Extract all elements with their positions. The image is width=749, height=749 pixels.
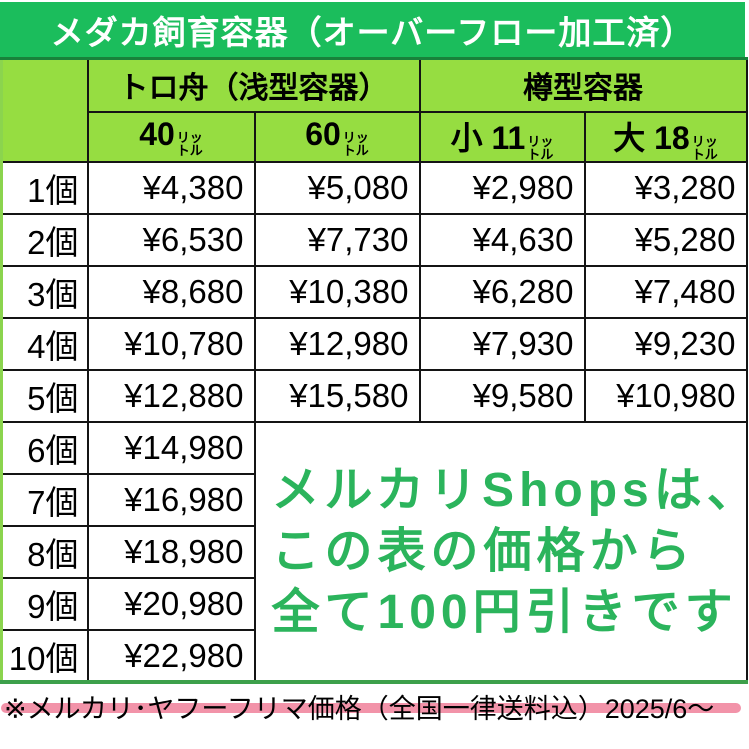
corner-cell [0, 57, 89, 163]
price-cell: ¥4,380 [86, 161, 256, 215]
price-cell: ¥5,280 [583, 213, 748, 267]
table-row-5: 5個 ¥12,880 ¥15,580 ¥9,580 ¥10,980 [0, 369, 748, 423]
price-cell: ¥2,980 [418, 161, 586, 215]
promo-line-1: メルカリShopsは、 [271, 464, 749, 517]
table-row-3: 3個 ¥8,680 ¥10,380 ¥6,280 ¥7,480 [0, 265, 748, 319]
quantity-cell: 10個 [0, 629, 89, 683]
quantity-cell: 6個 [0, 421, 89, 475]
table-row-6: 6個 ¥14,980 メルカリShopsは、 この表の価格から 全て100円引き… [0, 421, 749, 683]
price-cell: ¥9,580 [418, 369, 586, 423]
liter-unit: リッ トル [691, 133, 718, 162]
size-label: 40 [139, 116, 175, 152]
liter-unit: リッ トル [176, 130, 203, 159]
group-header-toro-bune: トロ舟（浅型容器） [86, 57, 421, 113]
liter-unit: リッ トル [527, 133, 554, 162]
quantity-cell: 5個 [0, 369, 89, 423]
price-cell: ¥4,630 [418, 213, 586, 267]
quantity-cell: 1個 [0, 161, 89, 215]
title-bar: メダカ飼育容器（オーバーフロー加工済） [0, 2, 745, 57]
table-row-10: 10個 ¥22,980 [0, 629, 747, 683]
promo-cell: メルカリShopsは、 この表の価格から 全て100円引きです [253, 421, 749, 683]
quantity-cell: 8個 [0, 525, 89, 579]
price-cell: ¥20,980 [86, 577, 256, 631]
price-cell: ¥14,980 [86, 421, 256, 475]
price-cell: ¥6,280 [418, 265, 586, 319]
price-cell: ¥12,880 [86, 369, 256, 423]
quantity-cell: 4個 [0, 317, 89, 371]
size-header-large-18l: 大 18 リッ トル [583, 110, 748, 163]
price-cell: ¥12,980 [253, 317, 421, 371]
size-label: 小 11 [450, 119, 526, 156]
group-header-row: トロ舟（浅型容器） 樽型容器 [0, 57, 748, 163]
size-label: 大 18 [613, 119, 690, 156]
table-row-7: 7個 ¥16,980 [0, 473, 747, 527]
quantity-cell: 9個 [0, 577, 89, 631]
quantity-cell: 3個 [0, 265, 89, 319]
table-row-4: 4個 ¥10,780 ¥12,980 ¥7,930 ¥9,230 [0, 317, 748, 371]
table-row-2: 2個 ¥6,530 ¥7,730 ¥4,630 ¥5,280 [0, 213, 748, 267]
price-cell: ¥6,530 [86, 213, 256, 267]
promo-line-2: この表の価格から [271, 525, 696, 578]
price-cell: ¥18,980 [86, 525, 256, 579]
price-cell: ¥9,230 [583, 317, 748, 371]
size-label: 60 [305, 116, 341, 152]
strikethrough-line [1, 703, 741, 713]
price-cell: ¥15,580 [253, 369, 421, 423]
price-cell: ¥7,730 [253, 213, 421, 267]
quantity-cell: 7個 [0, 473, 89, 527]
price-cell: ¥10,380 [253, 265, 421, 319]
footer-note-text: ※メルカリ･ヤフーフリマ価格（全国一律送料込）2025/6～ [4, 694, 715, 724]
size-header-40l: 40 リッ トル [86, 110, 256, 163]
size-header-small-11l: 小 11 リッ トル [418, 110, 586, 163]
group-header-taru-gata: 樽型容器 [418, 57, 748, 113]
table-row-1: 1個 ¥4,380 ¥5,080 ¥2,980 ¥3,280 [0, 161, 748, 215]
price-cell: ¥7,480 [583, 265, 748, 319]
price-cell: ¥7,930 [418, 317, 586, 371]
size-header-60l: 60 リッ トル [253, 110, 421, 163]
price-cell: ¥10,780 [86, 317, 256, 371]
price-cell: ¥22,980 [86, 629, 256, 683]
price-table: トロ舟（浅型容器） 樽型容器 40 リッ トル 60 リッ トル 小 11 リッ トル 大 … [0, 57, 749, 684]
size-header-row: 40 リッ トル 60 リッ トル 小 11 リッ トル 大 18 リッ トル [2, 110, 748, 163]
footer-note: ※メルカリ･ヤフーフリマ価格（全国一律送料込）2025/6～ [0, 684, 749, 729]
promo-line-3: 全て100円引きです [271, 586, 738, 639]
price-cell: ¥3,280 [583, 161, 748, 215]
price-cell: ¥5,080 [253, 161, 421, 215]
price-table-wrap: トロ舟（浅型容器） 樽型容器 40 リッ トル 60 リッ トル 小 11 リッ トル 大 … [0, 57, 749, 684]
liter-unit: リッ トル [342, 130, 369, 159]
price-cell: ¥8,680 [86, 265, 256, 319]
table-row-9: 9個 ¥20,980 [0, 577, 747, 631]
price-cell: ¥10,980 [583, 369, 748, 423]
price-cell: ¥16,980 [86, 473, 256, 527]
page-title: メダカ飼育容器（オーバーフロー加工済） [50, 13, 695, 51]
quantity-cell: 2個 [0, 213, 89, 267]
table-row-8: 8個 ¥18,980 [0, 525, 747, 579]
